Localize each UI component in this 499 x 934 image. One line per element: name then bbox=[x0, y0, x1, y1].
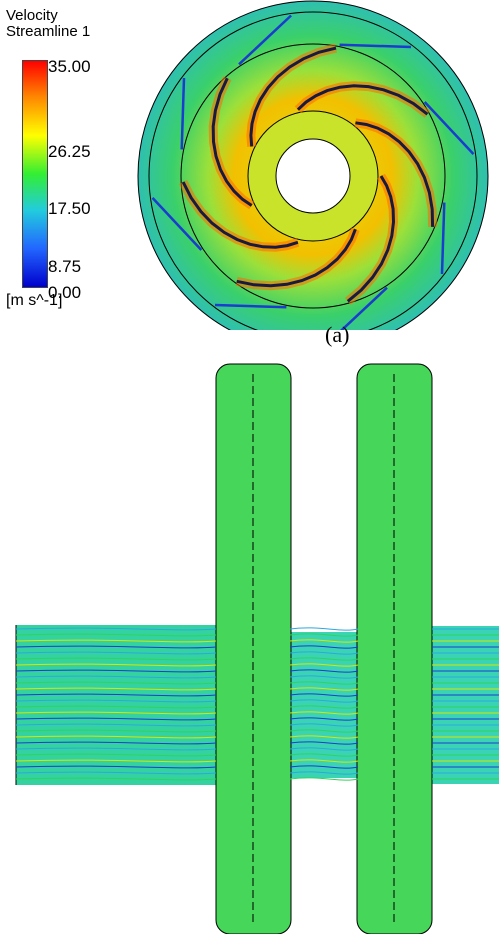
stage-1 bbox=[215, 363, 292, 934]
streamline bbox=[15, 675, 499, 679]
stage-2 bbox=[356, 363, 433, 934]
streamline bbox=[15, 639, 499, 643]
impeller-blade bbox=[249, 46, 337, 147]
streamline bbox=[15, 693, 499, 697]
impeller-blade bbox=[181, 181, 299, 249]
diffuser-vane bbox=[339, 43, 412, 49]
inlet-pipe bbox=[16, 625, 216, 785]
tick-label-max: 35.00 bbox=[48, 57, 91, 76]
streamline bbox=[15, 777, 499, 781]
meridional-streamlines bbox=[15, 374, 499, 924]
streamline bbox=[15, 741, 499, 745]
streamline bbox=[15, 681, 499, 685]
streamline bbox=[15, 759, 499, 763]
impeller-blade bbox=[296, 84, 429, 116]
streamline bbox=[15, 729, 499, 733]
streamline bbox=[15, 645, 499, 649]
diffuser-vane bbox=[151, 197, 203, 251]
diffuser-vane bbox=[180, 77, 186, 150]
streamline bbox=[15, 717, 499, 721]
diffuser-vane bbox=[340, 286, 388, 330]
streamline bbox=[15, 765, 499, 769]
streamline bbox=[15, 627, 499, 631]
streamline bbox=[15, 633, 499, 637]
streamline bbox=[15, 753, 499, 757]
legend-title: Velocity bbox=[6, 7, 58, 24]
impeller-outline bbox=[180, 43, 446, 309]
streamline bbox=[15, 771, 499, 775]
units-label: [m s^-1] bbox=[6, 292, 63, 309]
diffuser-vane bbox=[423, 101, 475, 155]
impeller-blade bbox=[211, 77, 253, 207]
streamline bbox=[15, 657, 499, 661]
streamline bbox=[15, 687, 499, 691]
impeller-blades bbox=[179, 43, 438, 305]
impeller-blade bbox=[355, 121, 435, 227]
streamline bbox=[15, 705, 499, 709]
diffuser-vane bbox=[214, 303, 287, 309]
meridional-streamline-view bbox=[15, 363, 499, 934]
diffuser-vane bbox=[440, 202, 446, 275]
color-bar bbox=[22, 60, 48, 288]
streamline bbox=[15, 723, 499, 727]
streamline bbox=[15, 747, 499, 751]
tick-label-3: 17.50 bbox=[48, 199, 91, 218]
radial-streamline-view bbox=[137, 0, 489, 330]
impeller-blade bbox=[236, 228, 357, 288]
caption-a: (a) bbox=[325, 322, 350, 347]
diffuser-vanes bbox=[151, 14, 475, 330]
tick-label-4: 8.75 bbox=[48, 257, 82, 276]
outlet-pipe bbox=[430, 626, 499, 784]
legend-subtitle: Streamline 1 bbox=[6, 23, 91, 40]
impeller-blade bbox=[346, 175, 396, 303]
diffuser-ring bbox=[148, 11, 478, 330]
streamline bbox=[15, 711, 499, 715]
shaft-hole bbox=[275, 138, 351, 214]
streamline bbox=[15, 699, 499, 703]
tick-label-min: 0.00 bbox=[48, 283, 82, 302]
tick-label-2: 26.25 bbox=[48, 142, 91, 161]
diffuser-vane bbox=[238, 14, 292, 66]
streamline bbox=[15, 669, 499, 673]
streamline bbox=[15, 735, 499, 739]
streamline bbox=[15, 663, 499, 667]
streamline bbox=[15, 651, 499, 655]
